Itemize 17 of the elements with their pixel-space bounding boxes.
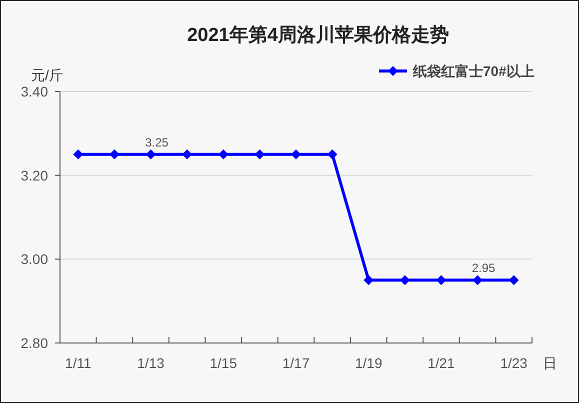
data-label: 3.25 xyxy=(145,135,168,150)
x-tick-label: 1/19 xyxy=(355,355,382,371)
data-label: 2.95 xyxy=(472,261,496,276)
x-tick-label: 1/17 xyxy=(282,355,310,371)
x-tick-label: 1/15 xyxy=(210,355,237,371)
x-tick-label: 1/23 xyxy=(500,355,528,371)
legend-label: 纸袋红富士70#以上 xyxy=(413,63,534,79)
y-tick-label: 3.40 xyxy=(20,84,48,100)
y-axis-title: 元/斤 xyxy=(31,67,63,83)
x-tick-label: 1/21 xyxy=(428,355,455,371)
y-tick-label: 3.20 xyxy=(20,167,48,184)
y-tick-label: 2.80 xyxy=(20,335,48,351)
x-tick-label: 1/11 xyxy=(65,355,92,371)
title: 2021年第4周洛川苹果价格走势 xyxy=(187,25,449,46)
x-tick-label: 1/13 xyxy=(137,355,164,371)
y-tick-label: 3.00 xyxy=(20,251,48,268)
x-axis-title: 日 xyxy=(543,355,557,371)
